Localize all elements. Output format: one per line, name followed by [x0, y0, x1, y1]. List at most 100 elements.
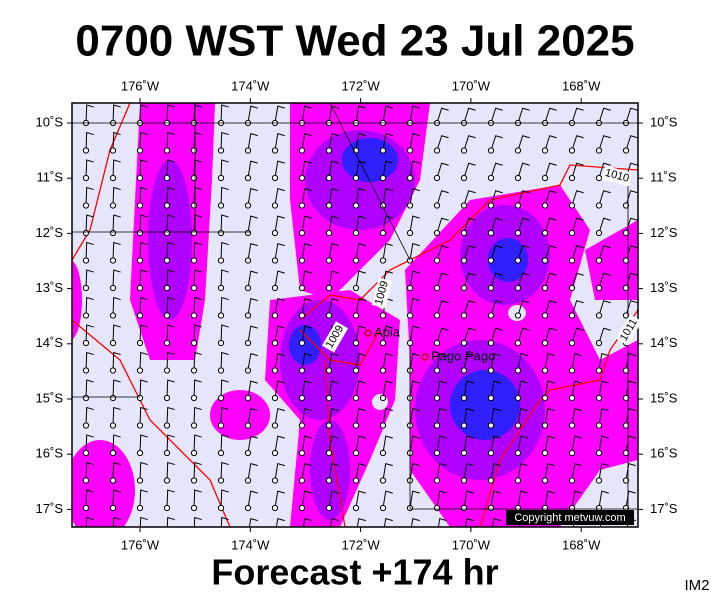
- wind-barb: [355, 462, 366, 481]
- wind-barb: [409, 380, 420, 399]
- wind-station: [460, 257, 468, 264]
- wind-station: [406, 202, 414, 209]
- wind-station: [379, 449, 387, 457]
- wind-station: [298, 257, 306, 264]
- wind-station: [109, 422, 117, 429]
- wind-station: [460, 394, 468, 402]
- wind-station: [568, 229, 576, 237]
- wind-barb: [247, 490, 258, 509]
- wind-barb: [356, 517, 366, 527]
- wind-barb: [328, 242, 339, 261]
- wind-barb: [139, 269, 148, 289]
- wind-barb: [328, 187, 339, 206]
- wind-station: [568, 449, 576, 457]
- wind-station: [163, 477, 171, 484]
- wind-station: [163, 339, 171, 347]
- wind-barb: [544, 435, 555, 454]
- wind-station: [190, 284, 198, 292]
- wind-station: [434, 533, 439, 538]
- wind-barb: [301, 297, 312, 316]
- wind-station: [487, 202, 495, 209]
- wind-station: [541, 312, 549, 319]
- wind-station: [352, 504, 360, 512]
- wind-station: [136, 367, 144, 374]
- wind-barb: [166, 159, 175, 179]
- wind-station: [487, 394, 495, 402]
- lat-label-right: 11˚S: [650, 170, 677, 185]
- wind-barb: [85, 489, 94, 509]
- wind-station: [82, 202, 90, 209]
- wind-station: [217, 147, 225, 154]
- wind-station: [271, 147, 279, 154]
- wind-barb: [139, 214, 148, 234]
- wind-station: [82, 257, 90, 264]
- wind-station: [352, 339, 360, 347]
- wind-barb: [112, 461, 121, 481]
- wind-barb: [490, 272, 503, 289]
- wind-station: [136, 394, 144, 402]
- wind-station: [514, 147, 522, 154]
- lon-label-bottom: 168˚W: [562, 537, 601, 552]
- wind-barb: [247, 462, 258, 481]
- wind-station: [433, 504, 441, 512]
- wind-barb: [490, 352, 501, 371]
- wind-station: [190, 422, 198, 429]
- wind-station: [541, 367, 549, 374]
- wind-station: [164, 533, 169, 538]
- wind-barb: [247, 187, 258, 206]
- wind-station: [325, 229, 333, 237]
- wind-barb: [544, 272, 557, 289]
- wind-barb: [166, 379, 175, 399]
- wind-station: [514, 257, 522, 264]
- wind-barb: [193, 489, 202, 509]
- forecast-label: Forecast +174 hr: [211, 552, 498, 593]
- wind-station: [244, 174, 252, 182]
- wind-station: [379, 339, 387, 347]
- lat-label-right: 12˚S: [650, 225, 678, 240]
- wind-barb: [571, 135, 584, 151]
- wind-barb: [436, 300, 449, 316]
- wind-station: [217, 229, 225, 237]
- wind-station: [163, 202, 171, 209]
- wind-barb: [436, 162, 449, 179]
- wind-barb: [383, 517, 393, 527]
- wind-barb: [112, 516, 121, 527]
- wind-barb: [491, 517, 501, 527]
- wind-station: [217, 449, 225, 457]
- wind-barb: [85, 461, 94, 481]
- wind-station: [325, 284, 333, 292]
- wind-station: [379, 477, 387, 484]
- place-marker: [364, 329, 372, 337]
- wind-station: [379, 229, 387, 237]
- wind-station: [298, 147, 306, 154]
- wind-barb: [625, 352, 636, 371]
- wind-barb: [436, 245, 449, 261]
- wind-barb: [247, 380, 258, 399]
- wind-station: [568, 422, 576, 429]
- wind-station: [622, 394, 630, 402]
- wind-station: [460, 229, 468, 237]
- wind-barb: [112, 269, 121, 289]
- copyright: Copyright metvuw.com: [514, 512, 625, 524]
- wind-station: [82, 229, 90, 237]
- wind-barb: [409, 215, 420, 234]
- wind-barb: [274, 215, 285, 234]
- wind-station: [244, 202, 252, 209]
- wind-barb: [464, 517, 474, 527]
- wind-barb: [301, 462, 312, 481]
- wind-barb: [409, 407, 420, 426]
- wind-barb: [382, 352, 393, 371]
- wind-barb: [193, 296, 202, 316]
- wind-station: [487, 312, 495, 319]
- wind-station: [244, 284, 252, 292]
- map-area: Copyright metvuw.com: [72, 103, 638, 538]
- wind-station: [271, 477, 279, 484]
- wind-station: [406, 312, 414, 319]
- wind-station: [433, 284, 441, 292]
- wind-barb: [85, 434, 94, 454]
- wind-station: [136, 504, 144, 512]
- wind-station: [379, 504, 387, 512]
- wind-station: [298, 284, 306, 292]
- wind-station: [595, 394, 603, 402]
